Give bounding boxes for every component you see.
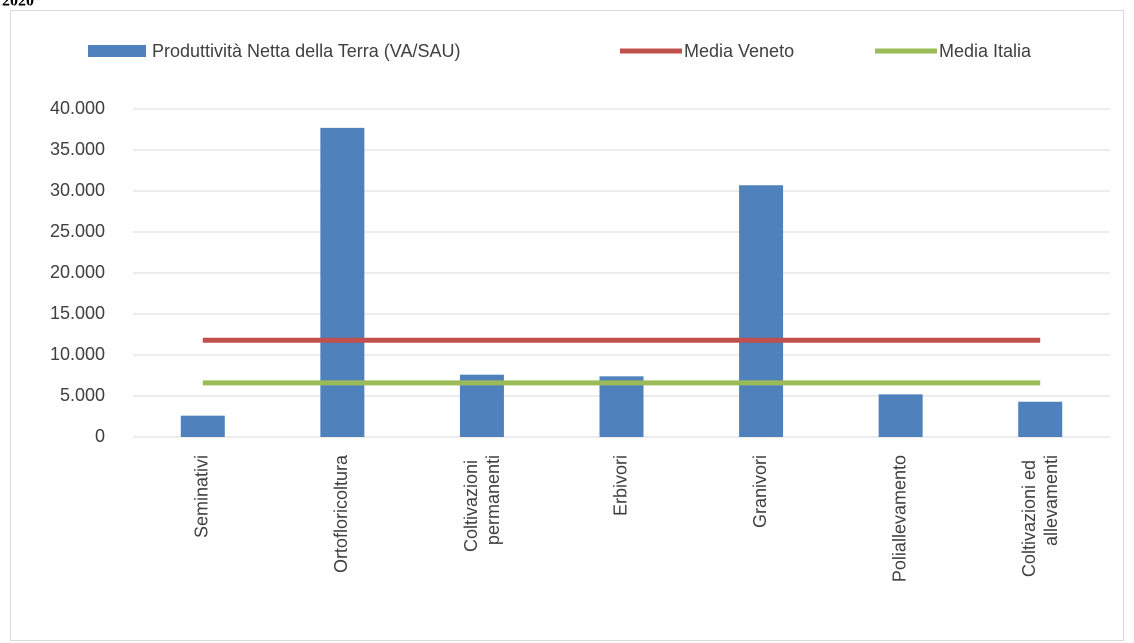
x-tick-label: Granivori <box>750 455 770 528</box>
x-tick-label: Seminativi <box>192 455 212 538</box>
y-tick-label: 40.000 <box>50 98 105 118</box>
y-tick-label: 15.000 <box>50 303 105 323</box>
bar <box>320 127 365 438</box>
y-tick-label: 30.000 <box>50 180 105 200</box>
x-tick-label: Coltivazioni permanenti <box>461 455 503 552</box>
y-tick-label: 10.000 <box>50 344 105 364</box>
chart-frame <box>10 10 1124 641</box>
legend-label: Media Italia <box>939 41 1032 61</box>
y-tick-label: 25.000 <box>50 221 105 241</box>
legend-label: Produttività Netta della Terra (VA/SAU) <box>152 41 460 61</box>
x-tick-label-line: allevamenti <box>1041 455 1061 546</box>
x-tick-label: Poliallevamento <box>889 455 909 582</box>
y-tick-label: 5.000 <box>60 385 105 405</box>
x-tick-label-line: permanenti <box>483 455 503 545</box>
x-tick-label: Coltivazioni ed allevamenti <box>1019 455 1061 577</box>
bar <box>739 185 784 437</box>
bar <box>1018 401 1063 437</box>
y-tick-label: 0 <box>95 426 105 446</box>
y-tick-label: 35.000 <box>50 139 105 159</box>
page-title: 2020 <box>2 0 34 10</box>
legend-label: Media Veneto <box>684 41 794 61</box>
x-tick-label-line: Coltivazioni <box>461 455 481 552</box>
x-tick-label: Erbivori <box>610 455 630 516</box>
x-tick-label: Ortofloricoltura <box>331 454 351 573</box>
bar <box>599 376 644 437</box>
x-tick-label-line: Coltivazioni ed <box>1019 455 1039 577</box>
bar <box>180 415 225 437</box>
legend-swatch <box>88 45 146 57</box>
y-tick-label: 20.000 <box>50 262 105 282</box>
bar <box>878 394 923 437</box>
